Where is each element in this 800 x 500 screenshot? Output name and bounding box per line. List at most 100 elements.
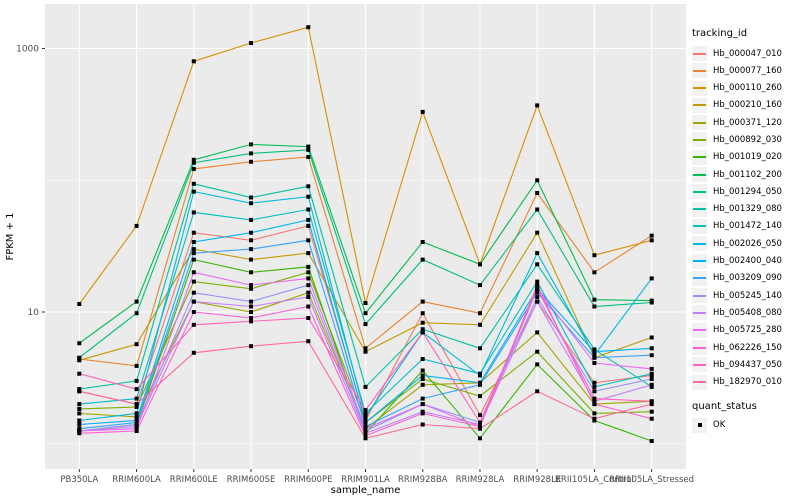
y-axis-title: FPKM + 1 <box>5 212 16 260</box>
legend-key-swatch <box>692 132 707 148</box>
data-point <box>134 422 139 427</box>
legend-item: Hb_000371_120 <box>692 115 800 131</box>
data-point <box>478 373 482 378</box>
data-point <box>535 330 540 335</box>
data-point <box>649 402 654 407</box>
legend-key-swatch <box>692 201 707 217</box>
data-point <box>363 429 368 433</box>
data-point <box>77 341 82 346</box>
data-point <box>306 207 311 212</box>
legend-key-swatch <box>692 288 707 304</box>
legend-item-label: Hb_000110_260 <box>713 83 782 94</box>
data-point <box>363 433 368 438</box>
legend-item-label: Hb_002026_050 <box>713 238 782 249</box>
legend-item: Hb_001019_020 <box>692 149 800 165</box>
data-point <box>420 327 425 332</box>
legend-item: Hb_002026_050 <box>692 236 800 252</box>
legend-item: Hb_094437_050 <box>692 357 800 373</box>
legend-item: Hb_002400_040 <box>692 253 800 269</box>
data-point <box>592 399 597 404</box>
legend-item: Hb_001102_200 <box>692 167 800 183</box>
data-point <box>306 339 311 344</box>
data-point <box>363 426 368 431</box>
data-point <box>535 251 540 256</box>
data-point <box>77 302 82 306</box>
legend-item-label: Hb_002400_040 <box>713 256 782 267</box>
data-point <box>134 402 139 407</box>
legend-item: Hb_000892_030 <box>692 132 800 148</box>
data-point <box>649 366 654 371</box>
legend-item-label: Hb_003209_090 <box>713 273 782 284</box>
data-point <box>592 253 597 258</box>
data-point <box>478 413 482 418</box>
legend-item: Hb_000110_260 <box>692 80 800 96</box>
data-point <box>478 424 482 429</box>
legend-item-label: Hb_005245_140 <box>713 290 782 301</box>
legend-key-swatch <box>692 149 707 165</box>
data-point <box>77 355 82 360</box>
data-point <box>420 330 425 335</box>
data-point <box>535 349 540 354</box>
data-point <box>249 344 253 349</box>
data-point <box>134 223 139 228</box>
data-point <box>77 431 82 436</box>
legend-item: Hb_001472_140 <box>692 218 800 234</box>
data-point <box>592 304 597 309</box>
data-point <box>77 389 82 394</box>
data-point <box>420 422 425 427</box>
data-point <box>134 429 139 433</box>
data-point <box>249 151 253 156</box>
data-point <box>306 223 311 228</box>
data-point <box>306 316 311 320</box>
data-point <box>592 349 597 354</box>
legend-title-quant-status: quant_status <box>692 400 757 412</box>
data-point <box>420 311 425 316</box>
data-point <box>592 402 597 407</box>
data-point <box>535 299 540 304</box>
data-point <box>478 394 482 399</box>
data-point <box>649 416 654 421</box>
legend-item-label: Hb_000892_030 <box>713 134 782 145</box>
data-point <box>592 380 597 385</box>
data-point <box>249 230 253 235</box>
data-point <box>649 409 654 414</box>
legend-color-line <box>693 329 706 332</box>
data-point <box>592 384 597 389</box>
legend-key-swatch <box>692 357 707 373</box>
legend-item-label: Hb_001329_080 <box>713 204 782 215</box>
data-point <box>592 355 597 360</box>
data-point <box>191 59 196 64</box>
data-point <box>191 157 196 162</box>
data-point <box>77 411 82 416</box>
data-point <box>249 142 253 147</box>
data-point <box>191 189 196 194</box>
data-point <box>420 109 425 114</box>
legend-item-label: Hb_001019_020 <box>713 152 782 163</box>
data-point <box>306 217 311 222</box>
data-point <box>592 411 597 416</box>
legend-key-swatch <box>692 63 707 79</box>
data-point <box>191 279 196 284</box>
legend-item-label: Hb_000047_010 <box>713 48 782 59</box>
data-point <box>249 270 253 275</box>
data-point <box>592 297 597 302</box>
legend-key-swatch <box>692 80 707 96</box>
legend-item-label: Hb_001294_050 <box>713 186 782 197</box>
legend-item: Hb_005408_080 <box>692 305 800 321</box>
y-tick-label: 1000 <box>16 45 39 55</box>
x-tick-label: RRIM928LE <box>513 475 561 485</box>
data-point <box>306 270 311 275</box>
data-point <box>77 418 82 423</box>
data-point <box>134 426 139 431</box>
data-point <box>363 420 368 425</box>
data-point <box>249 201 253 206</box>
data-point <box>478 322 482 327</box>
data-point <box>134 299 139 304</box>
data-point <box>191 210 196 215</box>
data-point <box>363 408 368 413</box>
legend-item-quant: OK <box>692 417 800 433</box>
data-point <box>191 160 196 165</box>
data-point <box>420 396 425 401</box>
